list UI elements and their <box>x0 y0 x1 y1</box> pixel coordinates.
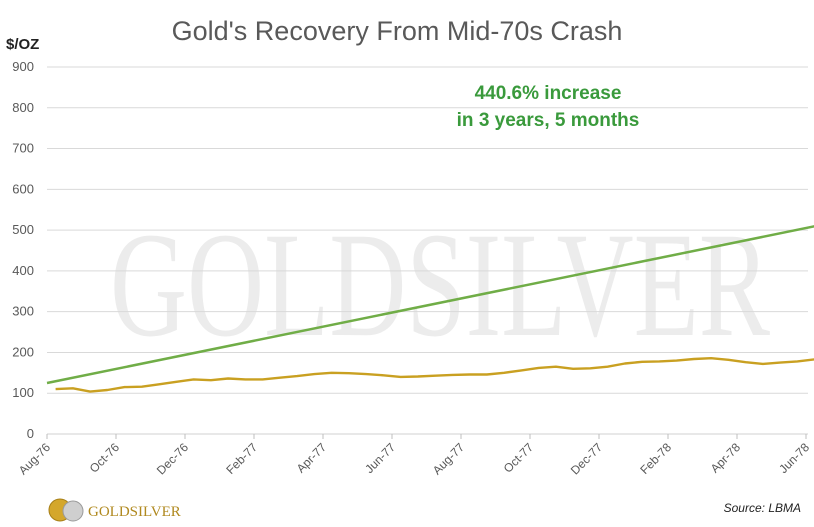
coin-icon <box>62 500 84 522</box>
y-tick-label: 300 <box>12 304 34 319</box>
x-tick-label: Feb-77 <box>223 440 260 477</box>
x-tick-label: Dec-76 <box>154 440 191 477</box>
x-tick-label: Apr-77 <box>294 440 330 476</box>
increase-arrow <box>46 225 814 385</box>
source-label: Source: LBMA <box>724 501 801 515</box>
x-tick-label: Aug-77 <box>430 440 467 477</box>
y-tick-label: 600 <box>12 181 34 196</box>
y-axis-unit: $/OZ <box>6 36 39 53</box>
y-tick-label: 800 <box>12 100 34 115</box>
y-tick-label: 700 <box>12 141 34 156</box>
x-axis-ticks: Aug-76 Oct-76 Dec-76 Feb-77 Apr-77 Jun-77 Aug-… <box>16 434 812 477</box>
y-tick-label: 900 <box>12 59 34 74</box>
y-tick-label: 100 <box>12 385 34 400</box>
watermark: GOLDSILVER <box>110 202 770 368</box>
annotation-line-2: in 3 years, 5 months <box>457 110 640 131</box>
x-tick-label: Aug-76 <box>16 440 53 477</box>
y-tick-label: 200 <box>12 344 34 359</box>
x-tick-label: Jun-78 <box>776 440 812 476</box>
x-tick-label: Jun-77 <box>362 440 398 476</box>
y-axis-ticks: 0 100 200 300 400 500 600 700 800 900 <box>12 59 34 441</box>
gridlines <box>47 66 808 394</box>
annotation-line-1: 440.6% increase <box>475 83 622 104</box>
y-tick-label: 0 <box>27 426 34 441</box>
gold-price-line <box>55 357 814 393</box>
x-tick-label: Oct-76 <box>87 440 123 476</box>
x-tick-label: Dec-77 <box>568 440 605 477</box>
x-tick-label: Feb-78 <box>637 440 674 477</box>
x-tick-label: Apr-78 <box>708 440 744 476</box>
chart-title: Gold's Recovery From Mid-70s Crash <box>172 16 623 46</box>
brand-logo: GOLDSILVER <box>48 498 181 522</box>
y-tick-label: 500 <box>12 222 34 237</box>
x-tick-label: Oct-77 <box>501 440 537 476</box>
y-tick-label: 400 <box>12 263 34 278</box>
brand-name: GOLDSILVER <box>88 504 181 520</box>
